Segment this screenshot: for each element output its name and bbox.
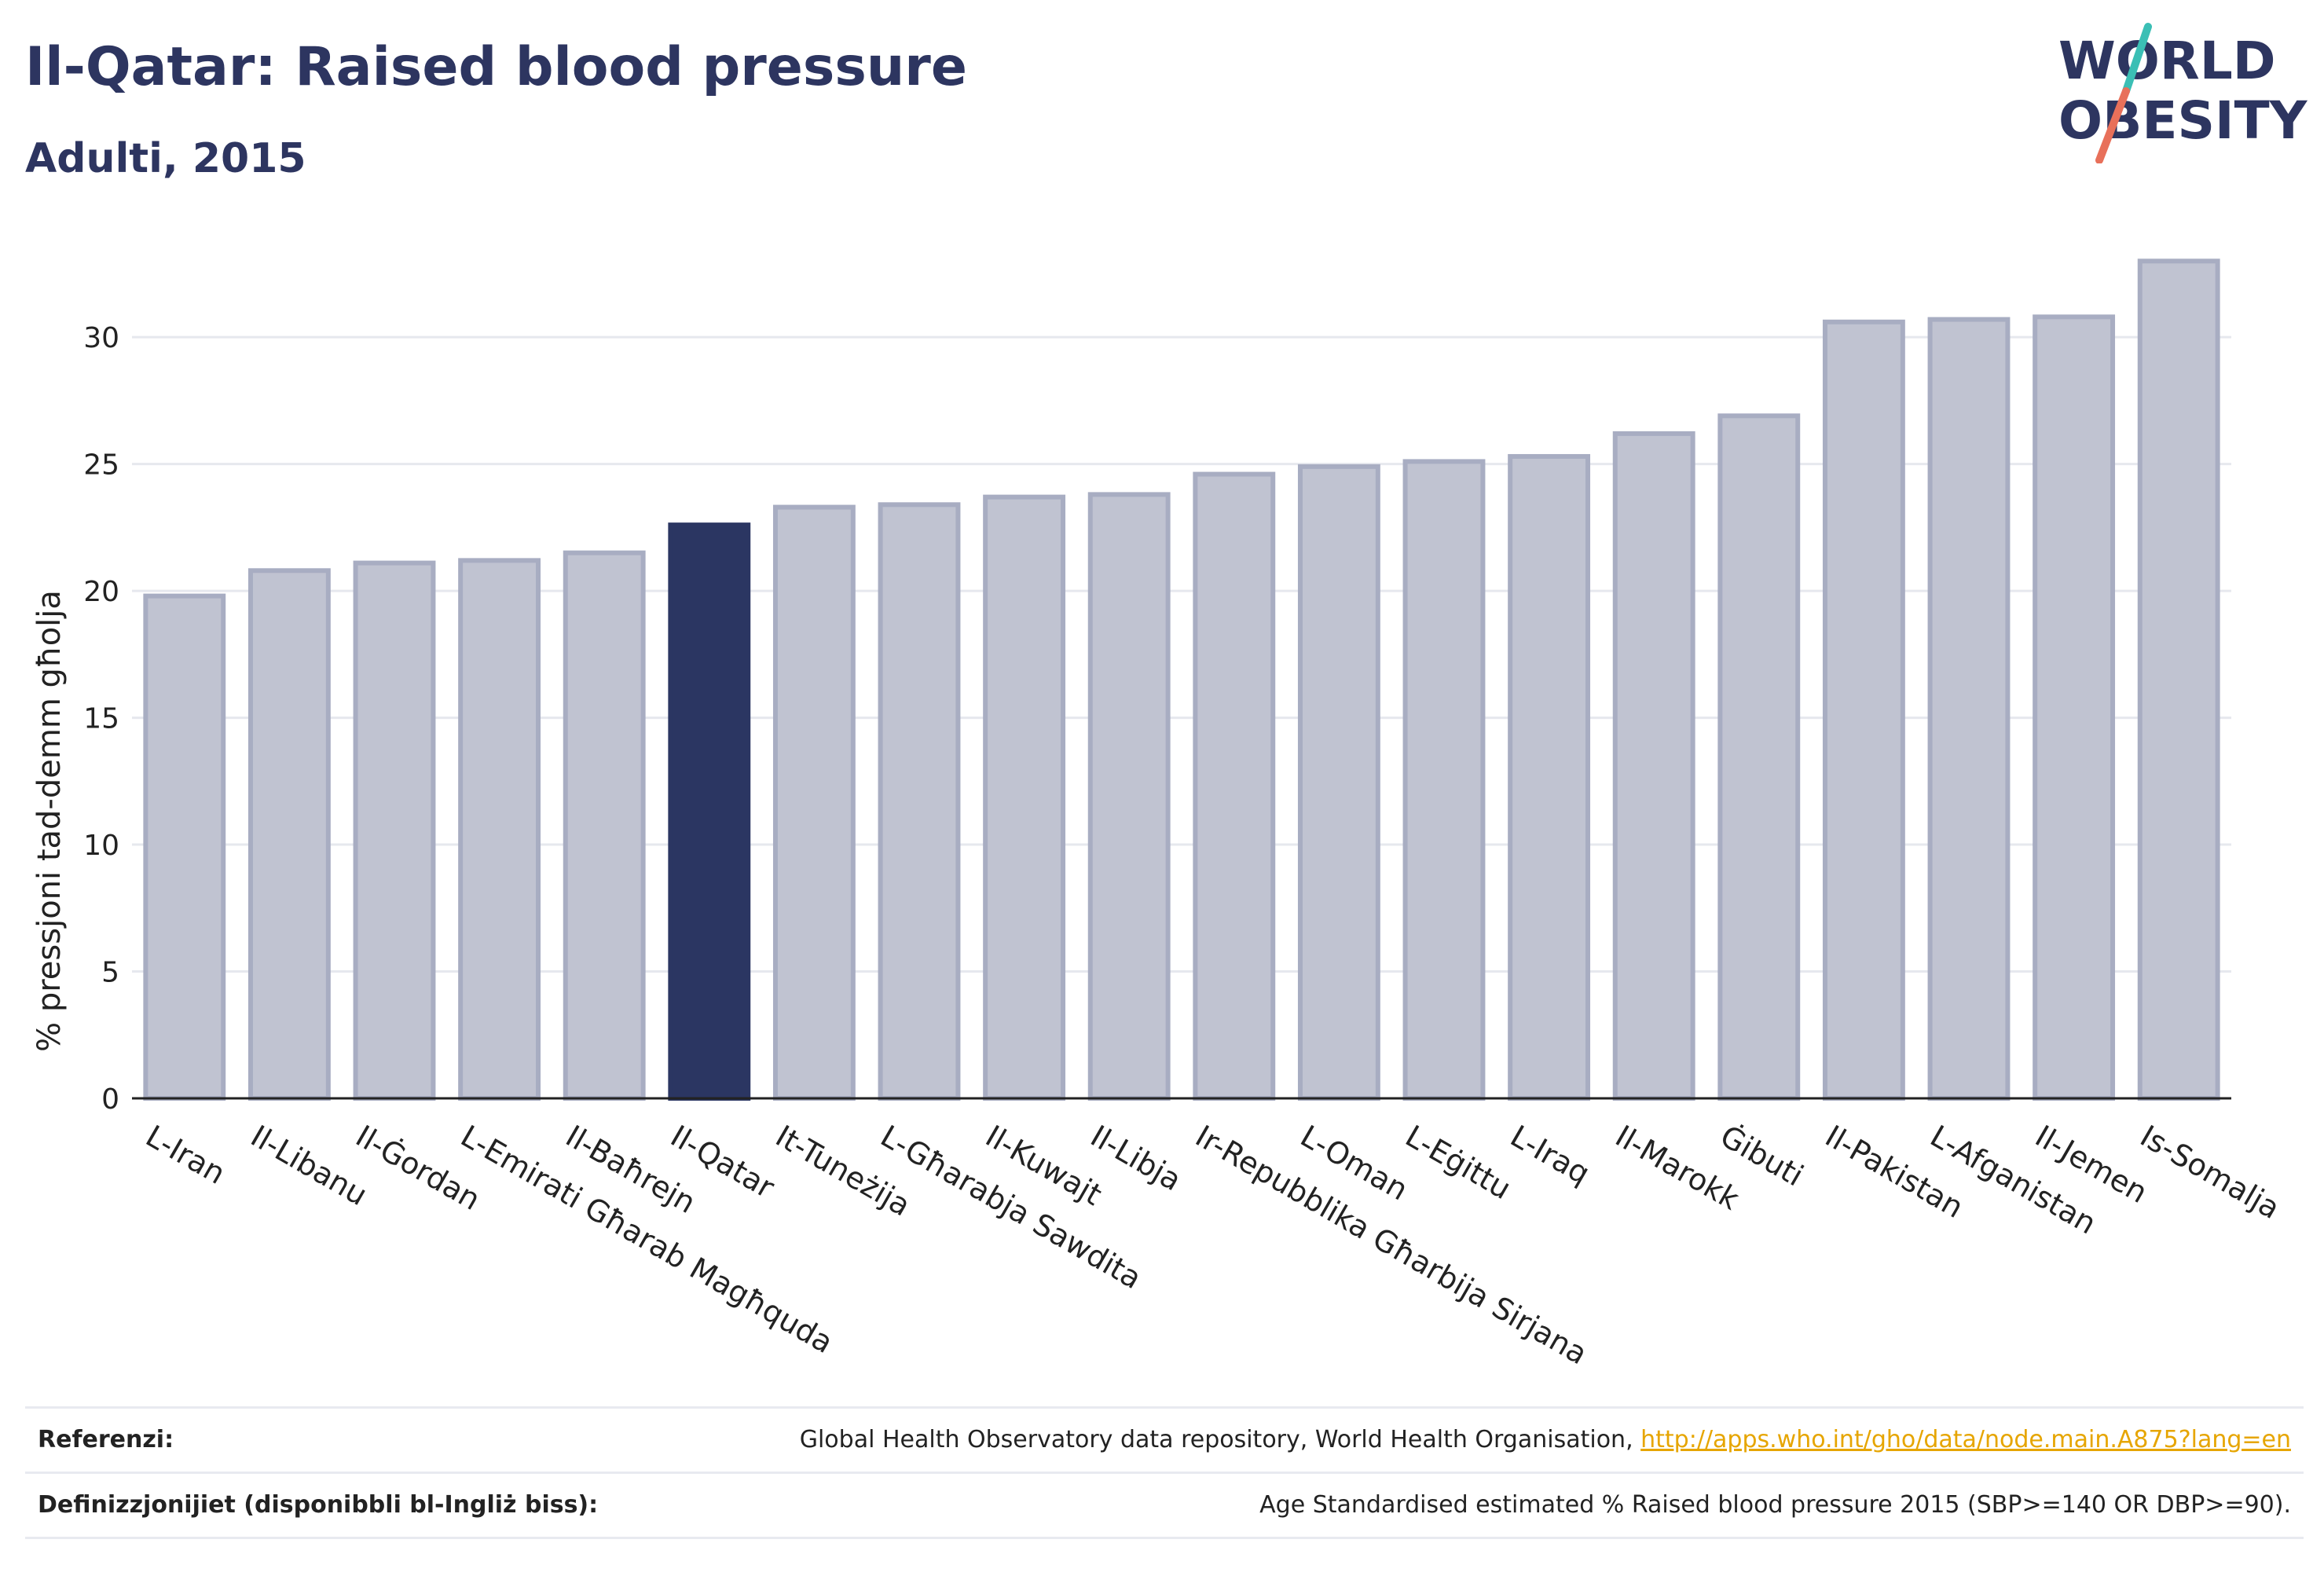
bar-chart: 0 5 10 15 20 25 30 L-Iran Il-LibanuIl-ĠordanL-E… bbox=[31, 258, 2286, 1372]
bar-10 bbox=[1193, 471, 1276, 1101]
bar-15 bbox=[1717, 413, 1801, 1101]
chart-subtitle: Adulti, 2015 bbox=[25, 135, 306, 182]
y-axis-label: % pressjoni tad-demm għolja bbox=[31, 590, 68, 1052]
x-tick-label: Il-Libanu bbox=[245, 1119, 373, 1212]
bars bbox=[143, 258, 2220, 1101]
logo-line2: OBESITY bbox=[2058, 90, 2308, 151]
bar-1 bbox=[247, 568, 331, 1101]
logo-line1: WORLD bbox=[2058, 31, 2276, 91]
y-tick-label: 30 bbox=[83, 322, 119, 354]
y-tick-label: 5 bbox=[101, 957, 119, 989]
bar-12 bbox=[1402, 459, 1486, 1101]
chart-title: Il-Qatar: Raised blood pressure bbox=[25, 36, 967, 98]
x-tick-label: L-Eġittu bbox=[1400, 1119, 1517, 1207]
bar-14 bbox=[1612, 431, 1695, 1101]
bar-8 bbox=[983, 494, 1066, 1101]
bar-17 bbox=[1927, 317, 2011, 1101]
bar-9 bbox=[1087, 492, 1171, 1101]
footer-reference-row: Referenzi: Global Health Observatory dat… bbox=[25, 1406, 2304, 1472]
x-tick-label: L-Iran bbox=[140, 1119, 231, 1191]
bar-4 bbox=[563, 550, 646, 1101]
bar-18 bbox=[2033, 314, 2116, 1101]
footer-bottom-rule bbox=[25, 1537, 2304, 1539]
y-tick-label: 25 bbox=[83, 449, 119, 482]
bar-16 bbox=[1822, 319, 1905, 1101]
definition-value: Age Standardised estimated % Raised bloo… bbox=[1259, 1491, 2291, 1519]
bar-11 bbox=[1297, 464, 1380, 1101]
bar-6 bbox=[772, 504, 856, 1101]
bar-3 bbox=[458, 558, 541, 1101]
y-tick-label: 20 bbox=[83, 576, 119, 608]
logo-slash-top bbox=[2122, 23, 2152, 95]
bar-0 bbox=[143, 593, 226, 1101]
footer-definition-row: Definizzjonijiet (disponibbli bl-Ingliż … bbox=[25, 1472, 2304, 1537]
x-tick-label: L-Iraq bbox=[1505, 1119, 1596, 1191]
reference-label: Referenzi: bbox=[38, 1426, 174, 1453]
bar-7 bbox=[878, 502, 961, 1101]
reference-link[interactable]: http://apps.who.int/gho/data/node.main.A… bbox=[1640, 1426, 2291, 1453]
reference-text: Global Health Observatory data repositor… bbox=[799, 1426, 1641, 1453]
bar-2 bbox=[353, 560, 436, 1101]
logo-slash-bottom bbox=[2095, 87, 2130, 163]
x-tick-label: Is-Somalja bbox=[2135, 1119, 2286, 1226]
bar-19 bbox=[2137, 258, 2220, 1101]
y-tick-label: 15 bbox=[83, 703, 119, 735]
grid-lines bbox=[132, 335, 2231, 973]
world-obesity-logo: WORLD OBESITY bbox=[2058, 23, 2308, 163]
bar-5 bbox=[668, 522, 751, 1101]
definition-label: Definizzjonijiet (disponibbli bl-Ingliż … bbox=[38, 1491, 599, 1519]
y-tick-label: 10 bbox=[83, 830, 119, 862]
y-tick-labels: 0 5 10 15 20 25 30 bbox=[83, 322, 119, 1116]
reference-value: Global Health Observatory data repositor… bbox=[800, 1426, 2291, 1453]
bar-13 bbox=[1508, 453, 1591, 1101]
y-tick-label: 0 bbox=[101, 1083, 119, 1116]
